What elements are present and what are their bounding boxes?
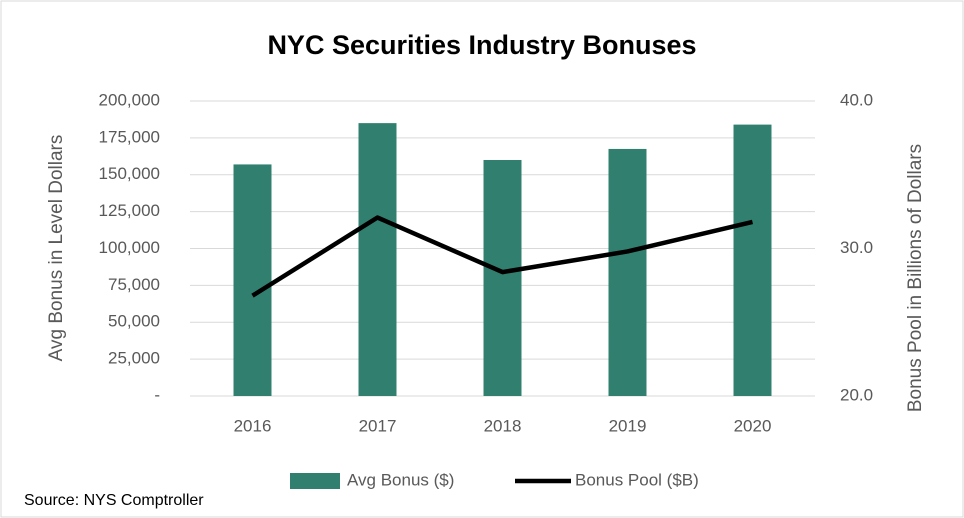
x-tick-label: 2020 [734,416,772,435]
x-tick-label: 2019 [609,416,647,435]
y-axis-label: Avg Bonus in Level Dollars [46,135,67,362]
bar [608,148,647,396]
bar [483,160,522,396]
y-tick-label: 175,000 [99,127,160,146]
source-note: Source: NYS Comptroller [24,492,204,509]
legend-label: Avg Bonus ($) [347,470,454,489]
y-tick-label: - [154,385,160,404]
y-tick-label: 125,000 [99,201,160,220]
y2-tick-label: 20.0 [840,385,873,404]
legend-swatch [290,473,340,489]
y2-tick-label: 40.0 [840,90,873,109]
y-tick-label: 100,000 [99,238,160,257]
y2-tick-label: 30.0 [840,238,873,257]
legend-label: Bonus Pool ($B) [575,470,699,489]
y-tick-label: 150,000 [99,164,160,183]
line-series [251,215,754,298]
y-tick-label: 50,000 [108,312,160,331]
x-tick-label: 2017 [359,416,397,435]
bar [233,164,272,396]
y-tick-label: 25,000 [108,349,160,368]
chart-title: NYC Securities Industry Bonuses [267,30,696,60]
bar [358,123,397,396]
x-tick-label: 2016 [234,416,272,435]
y2-axis-label: Bonus Pool in Billions of Dollars [905,144,926,412]
y-tick-label: 200,000 [99,90,160,109]
bar [733,124,772,396]
y-tick-label: 75,000 [108,275,160,294]
x-tick-label: 2018 [484,416,522,435]
